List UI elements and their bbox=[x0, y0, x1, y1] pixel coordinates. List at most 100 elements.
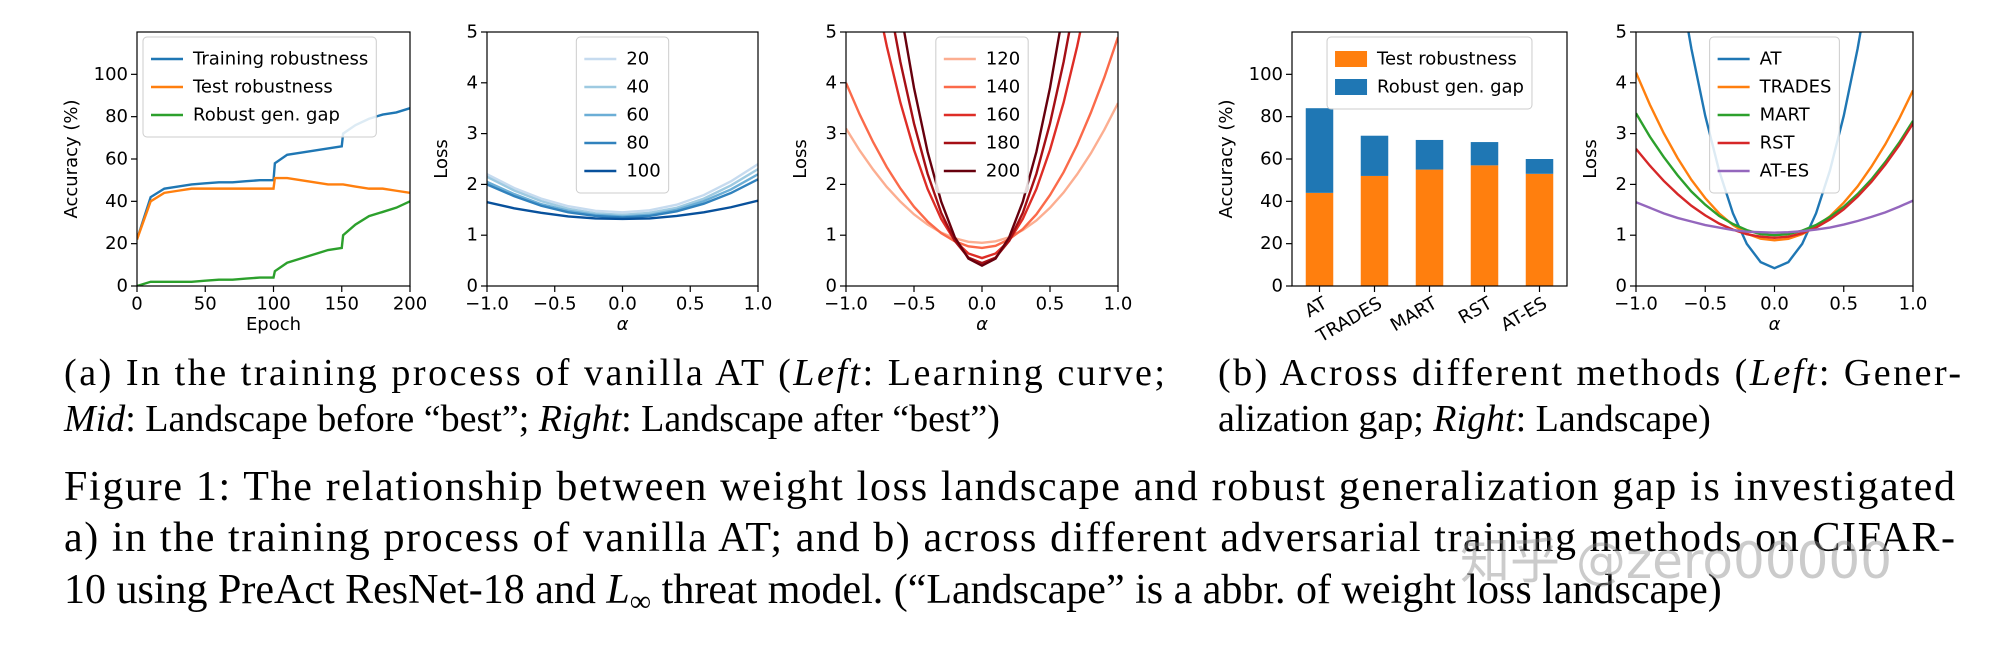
caption-text: : Landscape before “best”; bbox=[125, 398, 539, 440]
subcaption-b-line: (b) Across different methods (Left: Gene… bbox=[1218, 352, 1961, 394]
y-tick-label: 60 bbox=[1260, 149, 1283, 170]
y-axis-label: Accuracy (%) bbox=[1216, 99, 1237, 218]
x-tick-label: 0.0 bbox=[608, 294, 637, 315]
subcaption-a-line: (a) In the training process of vanilla A… bbox=[64, 352, 1165, 394]
legend-label: 180 bbox=[986, 133, 1020, 154]
legend-label: Test robustness bbox=[192, 77, 333, 98]
y-tick-label: 1 bbox=[467, 225, 478, 246]
legend-box bbox=[1326, 36, 1533, 110]
y-tick-label: 0 bbox=[467, 276, 478, 297]
x-tick-label: −0.5 bbox=[1683, 294, 1727, 315]
series-line bbox=[1636, 122, 1913, 239]
y-tick-label: 2 bbox=[467, 174, 478, 195]
series-line bbox=[1636, 72, 1913, 242]
y-tick-label: 100 bbox=[1249, 64, 1283, 85]
series-line bbox=[487, 168, 758, 217]
legend-label: 120 bbox=[986, 49, 1020, 70]
x-tick-label: 0.5 bbox=[676, 294, 705, 315]
legend-label: 20 bbox=[626, 49, 649, 70]
legend-label: AT bbox=[1760, 49, 1783, 70]
plot-frame bbox=[1635, 31, 1914, 287]
legend-label: TRADES bbox=[1759, 77, 1832, 98]
legend-swatch bbox=[1335, 51, 1368, 67]
y-tick-label: 80 bbox=[105, 106, 128, 127]
y-axis-label: Loss bbox=[790, 139, 811, 178]
y-tick-label: 2 bbox=[1616, 174, 1627, 195]
bar bbox=[1415, 169, 1444, 286]
series-line bbox=[487, 199, 758, 221]
y-tick-label: 5 bbox=[467, 22, 478, 43]
y-tick-label: 4 bbox=[467, 72, 478, 93]
legend-label: RST bbox=[1760, 133, 1796, 154]
x-tick-label: 1.0 bbox=[744, 294, 773, 315]
x-tick-label: 1.0 bbox=[1104, 294, 1133, 315]
y-tick-label: 60 bbox=[105, 149, 128, 170]
x-tick-label: −1.0 bbox=[824, 294, 868, 315]
bar bbox=[1305, 108, 1334, 193]
legend-label: Robust gen. gap bbox=[193, 105, 340, 126]
y-axis-label: Accuracy (%) bbox=[61, 99, 82, 218]
legend: Training robustness Test robustness Robust… bbox=[142, 36, 377, 138]
series-line bbox=[1636, 112, 1913, 237]
caption-text: 10 using PreAct ResNet-18 and bbox=[64, 567, 606, 613]
x-tick-label: 100 bbox=[256, 294, 290, 315]
caption-math: L bbox=[605, 567, 629, 613]
y-tick-label: 3 bbox=[826, 123, 837, 144]
x-tick-label: AT bbox=[1301, 292, 1331, 322]
y-tick-label: 5 bbox=[826, 22, 837, 43]
caption-math-subscript: ∞ bbox=[630, 585, 651, 618]
figure-caption-line: Figure 1: The relationship between weigh… bbox=[64, 464, 1955, 510]
legend-box bbox=[935, 36, 1029, 194]
x-tick-label: MART bbox=[1387, 292, 1442, 336]
caption-text: threat model. (“Landscape” is a abbr. of… bbox=[651, 567, 1722, 613]
legend-label: 160 bbox=[986, 105, 1020, 126]
bar bbox=[1470, 142, 1499, 166]
caption-text: : Learning curve; bbox=[863, 352, 1165, 394]
y-axis-label: Loss bbox=[431, 139, 452, 178]
y-tick-label: 4 bbox=[826, 72, 837, 93]
series-line bbox=[903, 32, 1061, 268]
caption-text: : Landscape after “best”) bbox=[621, 398, 1000, 440]
x-tick-label: AT-ES bbox=[1497, 293, 1550, 336]
x-tick-label: −0.5 bbox=[533, 294, 577, 315]
legend: 120 140 160 180 200 bbox=[935, 36, 1029, 194]
legend-box bbox=[575, 36, 670, 194]
bar bbox=[1305, 192, 1334, 286]
legend-label: MART bbox=[1760, 105, 1811, 126]
legend-label: 80 bbox=[626, 133, 649, 154]
caption-text: (b) Across different methods ( bbox=[1218, 352, 1747, 394]
x-axis-label: α bbox=[617, 314, 629, 335]
caption-text: (a) In the training process of vanilla A… bbox=[64, 352, 791, 394]
plot-frame bbox=[486, 31, 759, 287]
y-tick-label: 4 bbox=[1616, 72, 1627, 93]
y-tick-label: 0 bbox=[1272, 276, 1283, 297]
legend-box bbox=[1709, 36, 1840, 194]
bar bbox=[1525, 159, 1554, 174]
x-tick-label: −1.0 bbox=[1614, 294, 1658, 315]
y-tick-label: 1 bbox=[826, 225, 837, 246]
legend-box bbox=[142, 36, 377, 138]
legend-label: 40 bbox=[626, 77, 649, 98]
y-tick-label: 5 bbox=[1616, 22, 1627, 43]
legend-label: AT-ES bbox=[1760, 161, 1810, 182]
y-tick-label: 100 bbox=[94, 64, 128, 85]
x-tick-label: 0.0 bbox=[968, 294, 997, 315]
plot-frame bbox=[136, 31, 411, 287]
series-line bbox=[1687, 32, 1862, 270]
legend: Test robustness Robust gen. gap bbox=[1326, 36, 1533, 110]
y-tick-label: 3 bbox=[467, 123, 478, 144]
x-tick-label: 1.0 bbox=[1899, 294, 1928, 315]
series-line bbox=[893, 32, 1071, 265]
x-tick-label: 0.0 bbox=[1760, 294, 1789, 315]
y-tick-label: 0 bbox=[1616, 276, 1627, 297]
y-tick-label: 40 bbox=[1260, 191, 1283, 212]
legend: 20 40 60 80 100 bbox=[575, 36, 670, 194]
series-line bbox=[846, 36, 1118, 250]
series-line bbox=[846, 102, 1118, 245]
plot-frame bbox=[845, 31, 1119, 287]
legend-label: 60 bbox=[626, 105, 649, 126]
x-tick-label: 0.5 bbox=[1036, 294, 1065, 315]
y-tick-label: 3 bbox=[1616, 123, 1627, 144]
legend-label: Robust gen. gap bbox=[1377, 77, 1524, 98]
series-line bbox=[137, 176, 410, 240]
